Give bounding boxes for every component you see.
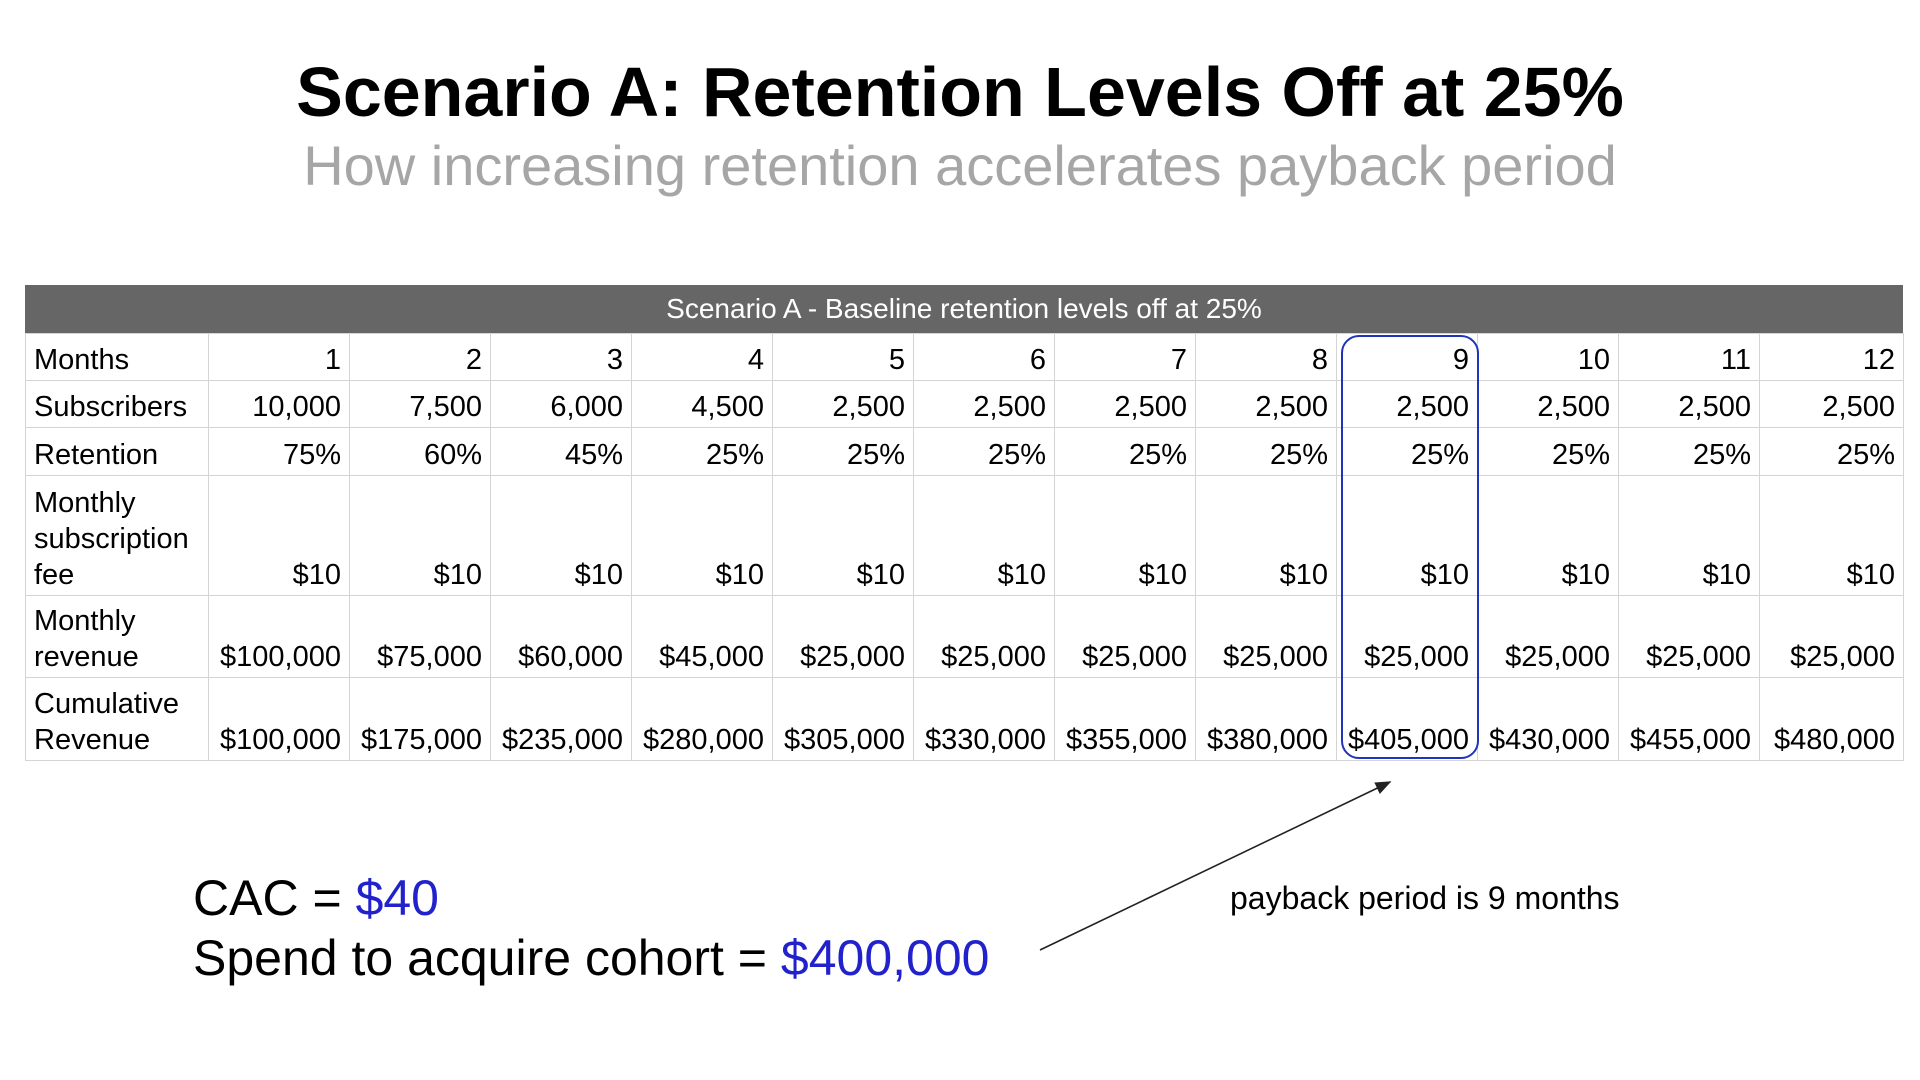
table-cell: 25% xyxy=(1054,427,1196,476)
table-cell: 2,500 xyxy=(1336,380,1478,428)
table-cell: $75,000 xyxy=(349,595,491,678)
table-cell: $10 xyxy=(772,475,914,596)
table-cell: $10 xyxy=(1477,475,1619,596)
table-cell: 7,500 xyxy=(349,380,491,428)
table-cell: 5 xyxy=(772,333,914,381)
table-cell: $305,000 xyxy=(772,677,914,761)
table-cell: $10 xyxy=(349,475,491,596)
table-row: Months 1 2 3 4 5 6 7 8 9 10 11 12 xyxy=(25,333,1904,381)
table-cell: $100,000 xyxy=(208,677,350,761)
table-cell: $405,000 xyxy=(1336,677,1478,761)
table-cell: $25,000 xyxy=(1618,595,1760,678)
table-cell: 25% xyxy=(1477,427,1619,476)
data-table: Scenario A - Baseline retention levels o… xyxy=(25,285,1904,761)
table-cell: 11 xyxy=(1618,333,1760,381)
spend-line: Spend to acquire cohort = $400,000 xyxy=(193,928,989,988)
spend-label: Spend to acquire cohort = xyxy=(193,930,781,986)
table-cell: 2,500 xyxy=(913,380,1055,428)
table-header: Scenario A - Baseline retention levels o… xyxy=(25,285,1903,333)
table-cell: $10 xyxy=(208,475,350,596)
table-cell: $380,000 xyxy=(1195,677,1337,761)
cac-line: CAC = $40 xyxy=(193,868,989,928)
table-cell: $25,000 xyxy=(772,595,914,678)
table-cell: 4,500 xyxy=(631,380,773,428)
table-cell: $10 xyxy=(1336,475,1478,596)
table-cell: $60,000 xyxy=(490,595,632,678)
row-label: Monthly subscription fee xyxy=(25,475,209,596)
cac-label: CAC = xyxy=(193,870,356,926)
table-row: Retention 75% 60% 45% 25% 25% 25% 25% 25% 25% 25% 2… xyxy=(25,427,1904,476)
table-cell: $10 xyxy=(490,475,632,596)
table-cell: $10 xyxy=(1195,475,1337,596)
table-cell: $430,000 xyxy=(1477,677,1619,761)
table-cell: 2,500 xyxy=(1195,380,1337,428)
table-cell: $480,000 xyxy=(1759,677,1904,761)
table-cell: $10 xyxy=(913,475,1055,596)
table-row: Subscribers 10,000 7,500 6,000 4,500 2,500 2,5… xyxy=(25,380,1904,428)
table-row: Cumulative Revenue $100,000 $175,000 $235,0… xyxy=(25,677,1904,761)
table-cell: 8 xyxy=(1195,333,1337,381)
table-cell: 6 xyxy=(913,333,1055,381)
table-cell: $25,000 xyxy=(1054,595,1196,678)
table-cell: $10 xyxy=(1759,475,1904,596)
row-label: Subscribers xyxy=(25,380,209,428)
table-row: Monthly subscription fee $10 $10 $10 $10 $10 $… xyxy=(25,475,1904,596)
table-cell: 6,000 xyxy=(490,380,632,428)
row-label: Cumulative Revenue xyxy=(25,677,209,761)
row-label: Retention xyxy=(25,427,209,476)
table-cell: $45,000 xyxy=(631,595,773,678)
table-cell: 2,500 xyxy=(1759,380,1904,428)
table-cell: $355,000 xyxy=(1054,677,1196,761)
row-label: Monthly revenue xyxy=(25,595,209,678)
cac-value: $40 xyxy=(355,870,439,926)
table-row: Monthly revenue $100,000 $75,000 $60,000 $45… xyxy=(25,595,1904,678)
table-cell: 25% xyxy=(1195,427,1337,476)
table-cell: $455,000 xyxy=(1618,677,1760,761)
spend-value: $400,000 xyxy=(780,930,990,986)
table-cell: 25% xyxy=(1336,427,1478,476)
table-cell: $25,000 xyxy=(913,595,1055,678)
table-cell: 25% xyxy=(913,427,1055,476)
table-cell: 25% xyxy=(772,427,914,476)
slide-title: Scenario A: Retention Levels Off at 25% xyxy=(296,53,1624,131)
metrics-block: CAC = $40 Spend to acquire cohort = $400… xyxy=(193,868,989,988)
scenario-table: Months 1 2 3 4 5 6 7 8 9 10 11 12 Subscribers 10,000 7,… xyxy=(25,333,1904,761)
table-cell: 25% xyxy=(1759,427,1904,476)
payback-highlight-box xyxy=(1341,335,1479,759)
table-cell: $175,000 xyxy=(349,677,491,761)
table-cell: $25,000 xyxy=(1195,595,1337,678)
table-cell: $25,000 xyxy=(1336,595,1478,678)
table-cell: 2,500 xyxy=(1618,380,1760,428)
table-cell: $280,000 xyxy=(631,677,773,761)
table-cell: 60% xyxy=(349,427,491,476)
table-cell: $100,000 xyxy=(208,595,350,678)
table-cell: $10 xyxy=(1054,475,1196,596)
table-cell: $25,000 xyxy=(1477,595,1619,678)
table-cell: 2,500 xyxy=(1054,380,1196,428)
table-cell: $235,000 xyxy=(490,677,632,761)
payback-annotation: payback period is 9 months xyxy=(1230,880,1620,916)
slide-subtitle: How increasing retention accelerates pay… xyxy=(303,134,1617,197)
